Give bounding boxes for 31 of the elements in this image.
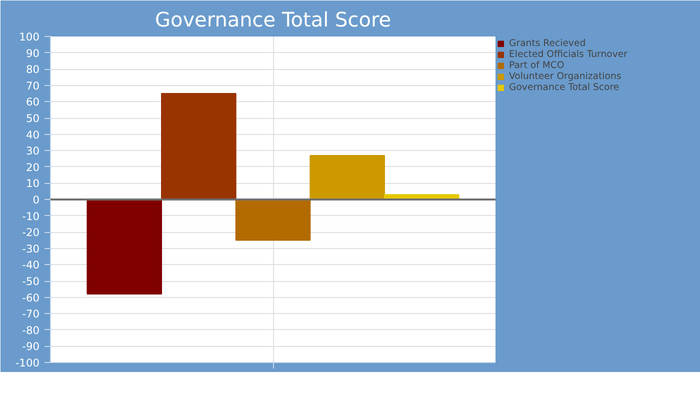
bar <box>161 93 236 200</box>
y-tick-label: -10 <box>22 210 40 223</box>
y-tick-label: -60 <box>22 291 40 304</box>
y-tick-label: 90 <box>26 46 40 60</box>
legend-label: Grants Recieved <box>509 38 586 49</box>
legend-label: Volunteer Organizations <box>509 71 622 82</box>
y-tick-label: 60 <box>26 96 40 109</box>
y-tick-label: -100 <box>15 356 40 370</box>
legend-label: Elected Officials Turnover <box>509 49 628 60</box>
y-tick-label: -30 <box>22 242 40 256</box>
y-tick-label: 100 <box>19 30 40 44</box>
chart-title: Governance Total Score <box>154 8 392 32</box>
y-tick-label: 10 <box>26 177 40 190</box>
y-tick-label: 40 <box>26 128 40 142</box>
y-tick-label: -90 <box>22 340 40 354</box>
y-tick-label: 30 <box>26 144 40 158</box>
bar <box>235 199 311 241</box>
y-tick-label: -20 <box>22 226 40 240</box>
y-tick-label: 50 <box>26 112 40 125</box>
y-tick-label: 80 <box>26 63 40 76</box>
y-tick-label: 0 <box>32 194 40 206</box>
y-tick-label: -70 <box>22 308 40 321</box>
y-tick-label: 70 <box>26 79 40 92</box>
legend-label: Governance Total Score <box>509 82 620 93</box>
y-tick-label: -50 <box>22 275 40 288</box>
y-tick-label: 20 <box>26 160 40 174</box>
legend-label: Part of MCO <box>509 60 564 71</box>
y-tick-label: -80 <box>22 324 40 337</box>
bar <box>310 154 385 200</box>
bar <box>86 199 162 295</box>
y-tick-label: -40 <box>22 258 40 272</box>
